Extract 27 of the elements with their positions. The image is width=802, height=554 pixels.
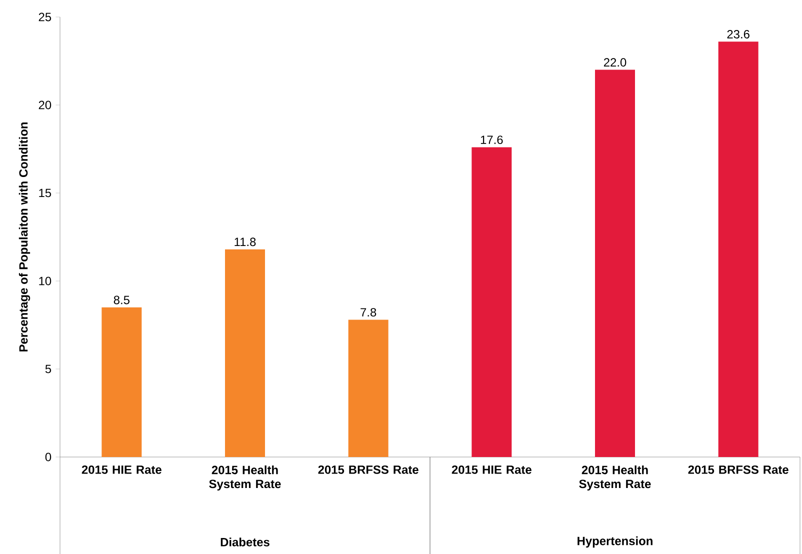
x-tick-label: 2015 Health System Rate (209, 465, 281, 491)
data-label: 7.8 (360, 308, 376, 317)
bar (225, 249, 265, 457)
y-tick-label: 10 (39, 276, 52, 286)
x-tick-label: 2015 BRFSS Rate (688, 465, 788, 474)
y-axis-title: Percentage of Populaiton with Condition (18, 122, 30, 352)
bar (102, 307, 142, 457)
y-tick-label: 15 (39, 188, 52, 198)
text: Diabetes (220, 538, 270, 546)
x-tick-label: 2015 BRFSS Rate (318, 465, 418, 474)
bar (348, 320, 388, 457)
x-tick-label: 2015 HIE Rate (452, 465, 532, 474)
text: Hypertension (578, 536, 652, 548)
x-tick-label: 2015 HIE Rate (82, 465, 162, 474)
bar (472, 147, 512, 457)
y-tick-label: 25 (38, 12, 52, 22)
data-label: 17.6 (480, 136, 503, 144)
y-tick-label: 0 (45, 452, 52, 462)
data-label: 11.8 (234, 238, 256, 246)
y-tick-label: 5 (45, 364, 52, 374)
x-tick-label: 2015 Health System Rate (579, 465, 651, 491)
data-label: 23.6 (727, 30, 750, 38)
data-label: 22.0 (604, 58, 626, 67)
bar (595, 70, 635, 457)
y-tick-label: 20 (38, 100, 52, 110)
bar (718, 42, 758, 457)
data-label: 8.5 (114, 296, 130, 304)
